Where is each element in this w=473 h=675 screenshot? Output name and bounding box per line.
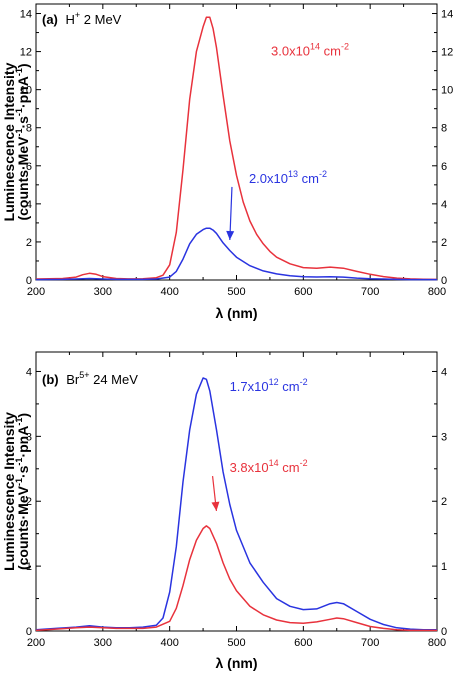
y-tick-label: 0 xyxy=(26,275,32,287)
x-tick-label: 800 xyxy=(428,286,446,298)
panel-tag-b: (b) xyxy=(42,372,59,387)
y-axis-label-a: Luminescence Intensity (counts·MeV-1·s-1… xyxy=(1,62,31,221)
y-tick-label-right: 1 xyxy=(441,561,447,573)
y-tick-label-right: 3 xyxy=(441,431,447,443)
x-tick-label: 600 xyxy=(294,637,312,649)
series-group-a xyxy=(35,16,438,281)
y-axis-label-line1-a: Luminescence Intensity xyxy=(1,62,17,221)
y-tick-label-right: 6 xyxy=(441,161,447,173)
ion-energy-b: 24 MeV xyxy=(90,372,139,387)
y-tick-label: 4 xyxy=(26,199,32,211)
x-tick-label: 800 xyxy=(428,637,446,649)
y-tick-label: 1 xyxy=(26,561,32,573)
x-tick-label: 300 xyxy=(94,637,112,649)
ion-charge-a: + xyxy=(75,10,80,20)
ion-a: H xyxy=(66,12,75,27)
annotation-arrow-head xyxy=(226,230,235,241)
y-axis-label-b: Luminescence Intensity (counts·MeV-1·s-1… xyxy=(1,412,31,571)
y-axis-label-line1-b: Luminescence Intensity xyxy=(1,412,17,571)
y-tick-label-right: 10 xyxy=(441,85,453,97)
x-tick-label: 200 xyxy=(27,637,45,649)
y-tick-label-right: 12 xyxy=(441,47,453,59)
y-tick-label: 0 xyxy=(26,626,32,638)
series-group-b xyxy=(35,377,437,632)
x-tick-label: 400 xyxy=(160,637,178,649)
y-tick-label: 3 xyxy=(26,431,32,443)
y-tick-label: 2 xyxy=(26,496,32,508)
ion-energy-a: 2 MeV xyxy=(80,12,122,27)
annotations-a: 3.0x1014 cm-2 2.0x1013 cm-2 xyxy=(226,41,349,241)
series-label-1: 3.0x1014 cm-2 xyxy=(271,41,349,58)
panel-tag-a: (a) xyxy=(42,12,58,27)
annotation-arrow-head xyxy=(211,501,220,511)
y-tick-label: 14 xyxy=(20,9,32,21)
y-tick-label-right: 2 xyxy=(441,496,447,508)
x-axis-label-a: λ (nm) xyxy=(216,305,258,321)
x-tick-label: 200 xyxy=(27,286,45,298)
x-tick-label: 700 xyxy=(361,286,379,298)
y-tick-label: 8 xyxy=(26,123,32,135)
y-tick-label-right: 2 xyxy=(441,237,447,249)
series-line-1 xyxy=(35,16,438,281)
y-tick-label: 2 xyxy=(26,237,32,249)
ion-b: Br xyxy=(66,372,80,387)
x-tick-label: 300 xyxy=(94,286,112,298)
annotations-b: 1.7x1012 cm-2 3.8x1014 cm-2 xyxy=(211,377,308,512)
series-line-2 xyxy=(35,525,437,632)
y-tick-label: 6 xyxy=(26,161,32,173)
x-tick-label: 600 xyxy=(294,286,312,298)
y-tick-label-right: 4 xyxy=(441,366,447,378)
x-tick-label: 700 xyxy=(361,637,379,649)
y-tick-label-right: 0 xyxy=(441,275,447,287)
y-tick-label-right: 8 xyxy=(441,123,447,135)
y-tick-label: 10 xyxy=(20,85,32,97)
y-axis-label-line2-b: (counts·MeV-1·s-1·pnA-1) xyxy=(14,413,31,570)
y-axis-label-line2-a: (counts·MeV-1·s-1·pnA-1) xyxy=(14,63,31,220)
series-label-2: 2.0x1013 cm-2 xyxy=(249,169,327,186)
series-label-2: 3.8x1014 cm-2 xyxy=(230,458,308,475)
panel-title-b: (b) Br5+ 24 MeV xyxy=(42,370,138,387)
series-line-2 xyxy=(35,227,437,281)
ion-charge-b: 5+ xyxy=(79,370,89,380)
x-tick-label: 500 xyxy=(227,637,245,649)
y-tick-label-right: 0 xyxy=(441,626,447,638)
y-tick-label-right: 14 xyxy=(441,9,453,21)
y-tick-label: 12 xyxy=(20,47,32,59)
plot-frame-a xyxy=(35,3,438,281)
x-tick-label: 400 xyxy=(160,286,178,298)
series-label-1: 1.7x1012 cm-2 xyxy=(230,377,308,394)
y-tick-label: 4 xyxy=(26,366,32,378)
y-tick-label-right: 4 xyxy=(441,199,447,211)
x-axis-label-b: λ (nm) xyxy=(216,655,258,671)
x-tick-label: 500 xyxy=(227,286,245,298)
panel-title-a: (a) H+ 2 MeV xyxy=(42,10,122,27)
